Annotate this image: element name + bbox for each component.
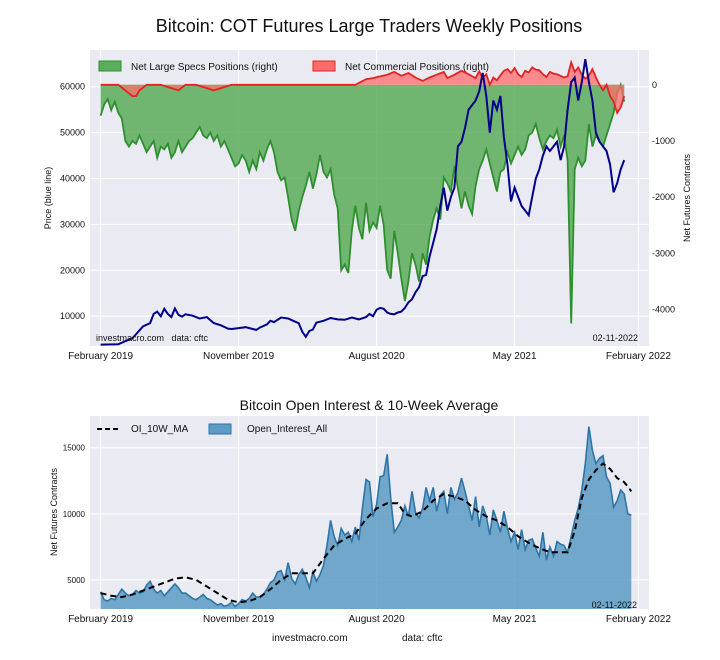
commercial-line — [100, 59, 626, 116]
legend-swatch-commercial — [312, 60, 336, 72]
top-right-axis-label: Net Futures Contracts — [682, 153, 692, 242]
bottom-x-axis-ticks: February 2019 November 2019 August 2020 May… — [68, 614, 671, 625]
legend-swatch-oi — [208, 423, 232, 435]
top-left-tick-label: 40000 — [60, 173, 85, 183]
bottom-y-tick-label: 15000 — [63, 444, 86, 453]
bottom-y-tick-label: 10000 — [63, 510, 86, 519]
legend-swatch-specs — [98, 60, 122, 72]
top-annotation-date: 02-11-2022 — [593, 333, 638, 343]
price-line — [100, 59, 626, 346]
top-left-axis-label: Price (blue line) — [43, 167, 53, 230]
open-interest-chart: Bitcoin Open Interest & 10-Week Average … — [49, 397, 671, 625]
bottom-y-axis-label: Net Futures Contracts — [49, 467, 59, 556]
top-left-tick-label: 10000 — [60, 311, 85, 321]
bottom-x-tick-label: May 2021 — [493, 614, 537, 625]
top-left-axis-ticks: 10000 20000 30000 40000 50000 60000 — [60, 82, 85, 321]
bottom-legend: OI_10W_MA Open_Interest_All — [97, 423, 327, 435]
oi-10w-ma-line — [100, 462, 633, 604]
top-right-tick-label: -3000 — [652, 248, 675, 258]
top-left-tick-label: 30000 — [60, 219, 85, 229]
top-annotation-source: investmacro.com data: cftc — [96, 333, 209, 343]
bottom-series-group — [99, 426, 633, 609]
top-legend: Net Large Specs Positions (right) Net Co… — [98, 60, 489, 73]
bottom-chart-title: Bitcoin Open Interest & 10-Week Average — [240, 397, 499, 413]
top-x-tick-label: November 2019 — [203, 351, 275, 362]
top-x-tick-label: February 2022 — [606, 351, 671, 362]
footer-site: investmacro.com — [272, 633, 348, 644]
bottom-x-tick-label: February 2022 — [606, 614, 671, 625]
open-interest-area — [100, 426, 632, 609]
legend-label-commercial: Net Commercial Positions (right) — [345, 62, 489, 73]
figure-title: Bitcoin: COT Futures Large Traders Weekl… — [156, 16, 583, 36]
bottom-y-tick-label: 5000 — [67, 576, 85, 585]
bottom-x-tick-label: November 2019 — [203, 614, 275, 625]
top-right-tick-label: -1000 — [652, 136, 675, 146]
open-interest-line — [99, 426, 632, 608]
legend-label-ma: OI_10W_MA — [131, 424, 189, 435]
legend-label-specs: Net Large Specs Positions (right) — [131, 62, 278, 73]
top-x-axis-ticks: February 2019 November 2019 August 2020 May… — [68, 351, 671, 362]
top-right-tick-label: 0 — [652, 80, 657, 90]
specs-area — [100, 84, 625, 324]
top-x-tick-label: May 2021 — [493, 351, 537, 362]
top-left-tick-label: 50000 — [60, 128, 85, 138]
bottom-annotation-date: 02-11-2022 — [592, 600, 637, 610]
top-right-axis-ticks: 0 -1000 -2000 -3000 -4000 — [652, 80, 675, 315]
footer-source: data: cftc — [402, 633, 443, 644]
bottom-y-axis-ticks: 5000 10000 15000 — [63, 444, 86, 585]
bottom-x-tick-label: August 2020 — [348, 614, 405, 625]
top-x-tick-label: February 2019 — [68, 351, 133, 362]
top-x-tick-label: August 2020 — [348, 351, 405, 362]
top-left-tick-label: 60000 — [60, 82, 85, 92]
top-left-tick-label: 20000 — [60, 265, 85, 275]
top-series-group — [99, 59, 626, 346]
cot-positions-chart: 10000 20000 30000 40000 50000 60000 0 -1000 -20… — [43, 50, 692, 362]
top-right-tick-label: -4000 — [652, 304, 675, 314]
top-right-tick-label: -2000 — [652, 192, 675, 202]
specs-line — [99, 81, 626, 324]
bottom-x-tick-label: February 2019 — [68, 614, 133, 625]
legend-label-oi: Open_Interest_All — [247, 424, 327, 435]
